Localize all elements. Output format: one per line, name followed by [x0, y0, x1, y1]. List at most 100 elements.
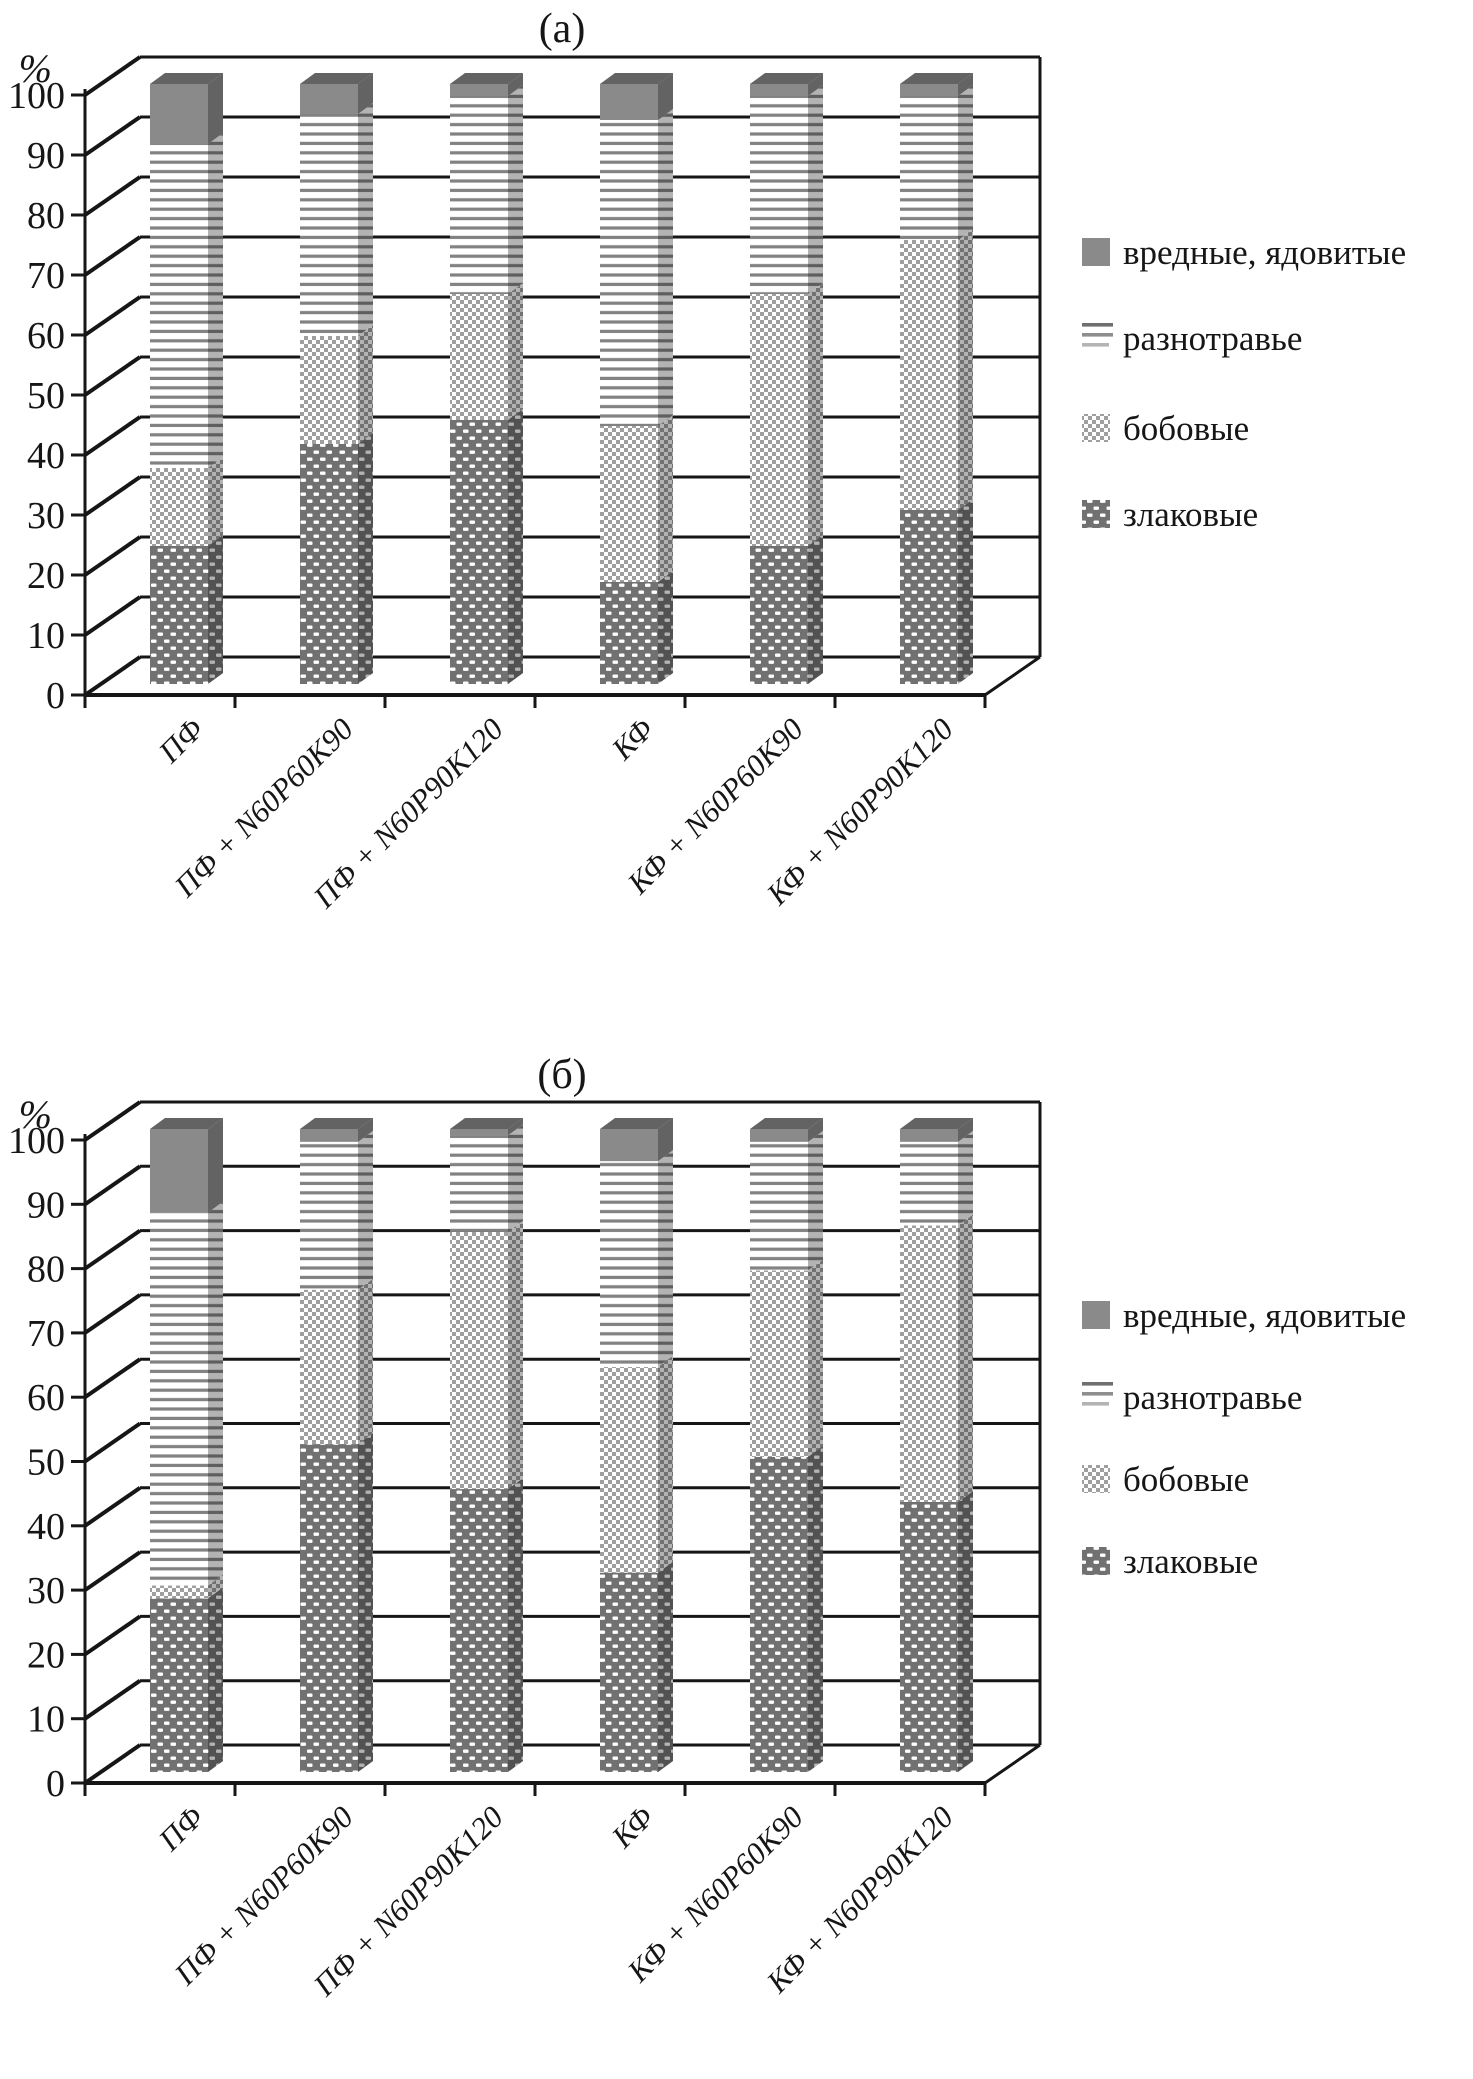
- legend-label: разнотравье: [1123, 1378, 1302, 1417]
- segment-side-shade: [808, 283, 823, 546]
- segment-side-разнотравье: [358, 1130, 373, 1290]
- segment-side-злаковые: [958, 499, 973, 684]
- segment-злаковые: [900, 1501, 958, 1772]
- segment-side-вредные, ядовитые: [658, 73, 673, 120]
- segment-side-разнотравье: [508, 85, 523, 294]
- segment-side-бобовые: [808, 1259, 823, 1457]
- floor-right-edge: [984, 655, 1041, 697]
- y-tick-label-0: 0: [46, 1763, 65, 1805]
- segment-side-shade: [508, 283, 523, 420]
- bar-top-face: [750, 73, 823, 84]
- y-tick-label-0: 0: [46, 675, 65, 717]
- segment-side-злаковые: [808, 535, 823, 684]
- segment-вредные, ядовитые: [600, 1129, 658, 1162]
- segment-side-разнотравье: [208, 1201, 223, 1586]
- segment-side-shade: [208, 1574, 223, 1599]
- segment-side-shade: [358, 73, 373, 114]
- segment-side-shade: [208, 73, 223, 144]
- segment-side-shade: [208, 1587, 223, 1772]
- segment-side-shade: [508, 1220, 523, 1490]
- segment-side-злаковые: [658, 571, 673, 684]
- depth-connector-90: [83, 1164, 142, 1206]
- segment-злаковые: [750, 546, 808, 684]
- legend-item-вредные, ядовитые: вредные, ядовитые: [1082, 233, 1406, 272]
- depth-connector-40: [83, 415, 142, 457]
- bar-top-face: [750, 1118, 823, 1129]
- legend-swatch-icon: [1082, 1465, 1110, 1493]
- legend-item-разнотравье: разнотравье: [1082, 319, 1302, 358]
- segment-side-разнотравье: [958, 1130, 973, 1226]
- bar-top-face: [900, 73, 973, 84]
- bar-top-face: [450, 73, 523, 84]
- segment-злаковые: [300, 1444, 358, 1772]
- y-tick-label-90: 90: [27, 135, 65, 177]
- bar-ПФ + N60P90K120: [450, 1118, 523, 1772]
- y-tick-label-80: 80: [27, 195, 65, 237]
- segment-side-shade: [808, 1259, 823, 1457]
- depth-connector-80: [83, 175, 142, 217]
- segment-бобовые: [450, 294, 508, 420]
- legend-item-бобовые: бобовые: [1082, 409, 1249, 448]
- legend-item-бобовые: бобовые: [1082, 1460, 1249, 1499]
- depth-connector-20: [83, 1614, 142, 1657]
- herbs-pattern-icon: [1082, 323, 1113, 327]
- legend: вредные, ядовитые разнотравье бобовые злако…: [1082, 233, 1406, 534]
- legend-label: бобовые: [1123, 1460, 1249, 1499]
- bar-top-face: [300, 1118, 373, 1129]
- segment-side-shade: [208, 457, 223, 546]
- bar-КФ + N60P90K120: [900, 73, 973, 684]
- segment-злаковые: [600, 1572, 658, 1772]
- segment-side-разнотравье: [658, 109, 673, 426]
- segment-side-бобовые: [508, 1220, 523, 1490]
- y-tick-label-30: 30: [27, 495, 65, 537]
- segment-злаковые: [600, 582, 658, 684]
- segment-side-shade: [958, 1214, 973, 1502]
- bar-top-face: [150, 1118, 223, 1129]
- legend-label: бобовые: [1123, 409, 1249, 448]
- segment-side-shade: [658, 73, 673, 120]
- segment-side-shade: [958, 1130, 973, 1226]
- segment-side-злаковые: [208, 535, 223, 684]
- segment-side-shade: [958, 73, 973, 96]
- segment-side-бобовые: [658, 1355, 673, 1573]
- segment-side-вредные, ядовитые: [208, 73, 223, 144]
- bar-top-face: [600, 1118, 673, 1129]
- segment-side-shade: [808, 1445, 823, 1772]
- segment-бобовые: [300, 336, 358, 444]
- segment-side-shade: [958, 229, 973, 510]
- gridlines: [140, 55, 1040, 659]
- segment-злаковые: [450, 1489, 508, 1772]
- segment-бобовые: [600, 426, 658, 582]
- legend-item-вредные, ядовитые: вредные, ядовитые: [1082, 1296, 1406, 1335]
- depth-connector-70: [83, 235, 142, 277]
- segment-вредные, ядовитые: [300, 1129, 358, 1142]
- segment-side-разнотравье: [808, 85, 823, 294]
- y-tick-label-60: 60: [27, 1377, 65, 1419]
- segment-side-бобовые: [208, 1574, 223, 1599]
- segment-side-shade: [658, 415, 673, 582]
- segment-side-shade: [658, 1150, 673, 1367]
- segment-side-бобовые: [958, 229, 973, 510]
- legend-label: вредные, ядовитые: [1123, 233, 1406, 272]
- legend-label: вредные, ядовитые: [1123, 1296, 1406, 1335]
- segment-side-вредные, ядовитые: [508, 73, 523, 96]
- bar-top-face: [900, 1118, 973, 1129]
- depth-connector-90: [83, 115, 142, 157]
- segment-side-злаковые: [958, 1490, 973, 1772]
- segment-side-shade: [508, 1478, 523, 1772]
- bar-top-face: [150, 73, 223, 84]
- legend-item-злаковые: злаковые: [1082, 495, 1258, 534]
- segment-side-shade: [358, 1118, 373, 1142]
- segment-side-злаковые: [208, 1587, 223, 1772]
- bar-КФ: [600, 73, 673, 684]
- segment-side-shade: [508, 409, 523, 684]
- y-tick-label-50: 50: [27, 375, 65, 417]
- segment-злаковые: [300, 444, 358, 684]
- segment-бобовые: [150, 468, 208, 546]
- segment-разнотравье: [450, 96, 508, 294]
- segment-бобовые: [600, 1366, 658, 1573]
- segment-разнотравье: [300, 1141, 358, 1290]
- segment-side-shade: [958, 1490, 973, 1772]
- depth-connector-20: [83, 535, 142, 577]
